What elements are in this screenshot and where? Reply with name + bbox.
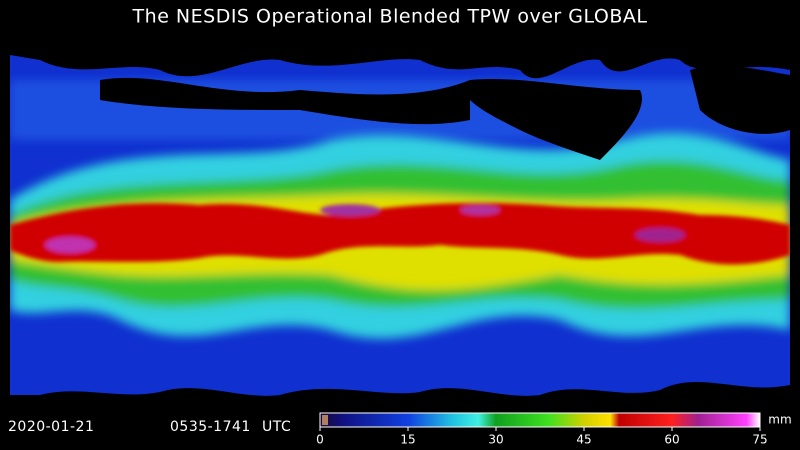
colorbar-tick-label: 15 [400, 433, 415, 447]
colorbar-tick-label: 60 [664, 433, 679, 447]
title: The NESDIS Operational Blended TPW over … [132, 6, 648, 28]
colorbar [319, 412, 761, 428]
time-zone: UTC [262, 419, 291, 435]
colorbar-ticks: 0 15 30 45 60 75 [316, 427, 768, 447]
colorbar-tick-label: 0 [316, 433, 324, 447]
tpw-map [10, 35, 790, 405]
time-range: 0535-1741 [170, 419, 251, 435]
colorbar-swatch [322, 415, 328, 425]
date: 2020-01-21 [8, 419, 94, 435]
colorbar-tick-label: 75 [752, 433, 767, 447]
colorbar-unit: mm [768, 413, 791, 427]
colorbar-tick-label: 30 [488, 433, 503, 447]
colorbar-tick-label: 45 [576, 433, 591, 447]
